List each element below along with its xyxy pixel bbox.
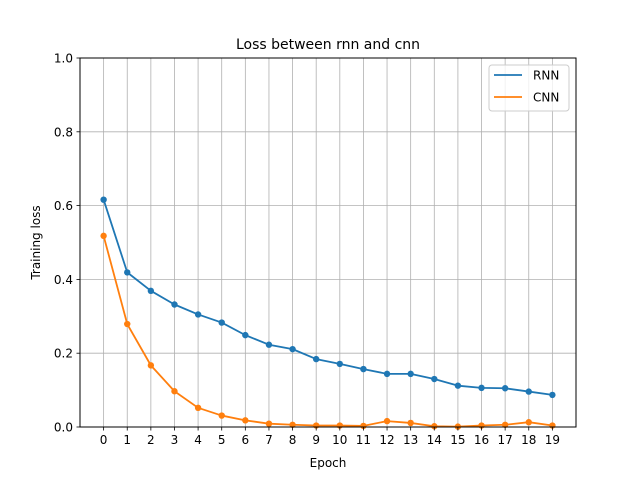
x-tick-label: 19 [545,433,560,447]
x-axis-ticks: 0 1 2 3 4 5 6 7 8 9 10 11 12 13 14 15 16 17 18 19 [100,427,560,447]
x-tick-label: 9 [312,433,320,447]
data-point-cnn [171,388,178,395]
x-tick-label: 2 [147,433,155,447]
data-point-rnn [478,384,485,392]
legend-box [488,64,570,112]
data-point-cnn [407,419,414,427]
data-point-rnn [124,269,131,276]
x-tick-label: 18 [521,433,536,447]
series-line-cnn [102,235,553,428]
x-tick-label: 16 [474,433,489,447]
data-point-cnn [431,423,438,430]
x-tick-label: 13 [403,433,418,447]
legend-label-cnn: CNN [533,91,559,105]
data-point-rnn [407,370,414,378]
data-point-cnn [383,417,391,425]
legend: RNN CNN [488,64,570,112]
data-point-rnn [171,301,178,308]
data-point-rnn [383,370,391,378]
data-point-rnn [100,196,107,203]
y-tick-label: 0.0 [54,421,73,435]
data-point-cnn [100,232,107,240]
x-tick-label: 6 [242,433,250,447]
x-tick-label: 17 [498,433,513,447]
data-point-rnn [218,319,225,326]
x-tick-label: 12 [379,433,394,447]
x-axis-label: Epoch [310,456,347,470]
x-tick-label: 8 [289,433,297,447]
data-point-rnn [265,341,273,348]
x-tick-label: 3 [171,433,179,447]
y-tick-label: 0.8 [54,125,73,139]
y-axis-label: Training loss [29,205,43,280]
x-tick-label: 4 [194,433,202,447]
data-point-rnn [431,375,438,383]
data-point-rnn [147,287,155,295]
data-point-rnn [454,382,462,389]
data-point-cnn [147,362,155,369]
data-point-rnn [360,365,367,373]
data-point-rnn [242,331,249,339]
data-point-rnn [549,391,556,399]
x-tick-label: 0 [100,433,108,447]
data-point-cnn [124,320,131,328]
data-point-rnn [525,388,532,395]
x-tick-label: 5 [218,433,226,447]
x-tick-label: 10 [332,433,347,447]
y-tick-label: 1.0 [54,52,73,66]
x-tick-label: 7 [265,433,273,447]
data-point-rnn [194,311,202,318]
x-tick-label: 1 [123,433,131,447]
data-point-cnn [525,419,532,426]
series-markers [100,196,556,430]
y-tick-label: 0.2 [54,347,73,361]
chart-title: Loss between rnn and cnn [236,37,420,53]
data-point-cnn [242,417,249,424]
data-point-rnn [312,355,320,363]
data-point-cnn [501,421,509,428]
data-point-rnn [336,360,344,368]
data-point-cnn [194,404,202,412]
series-line-rnn [102,199,553,396]
y-axis-ticks: 0.0 0.2 0.4 0.6 0.8 1.0 [54,52,80,435]
plot-area [80,58,576,427]
plot-frame [79,57,577,428]
y-tick-label: 0.6 [54,199,73,213]
data-point-cnn [265,420,273,427]
legend-label-rnn: RNN [533,69,559,83]
x-tick-label: 11 [356,433,371,447]
data-point-cnn [289,421,296,428]
x-tick-label: 15 [450,433,465,447]
data-point-rnn [289,345,296,353]
series-lines [102,199,553,428]
x-tick-label: 14 [427,433,442,447]
data-point-rnn [501,385,509,392]
data-point-cnn [218,412,225,419]
y-tick-label: 0.4 [54,273,73,287]
